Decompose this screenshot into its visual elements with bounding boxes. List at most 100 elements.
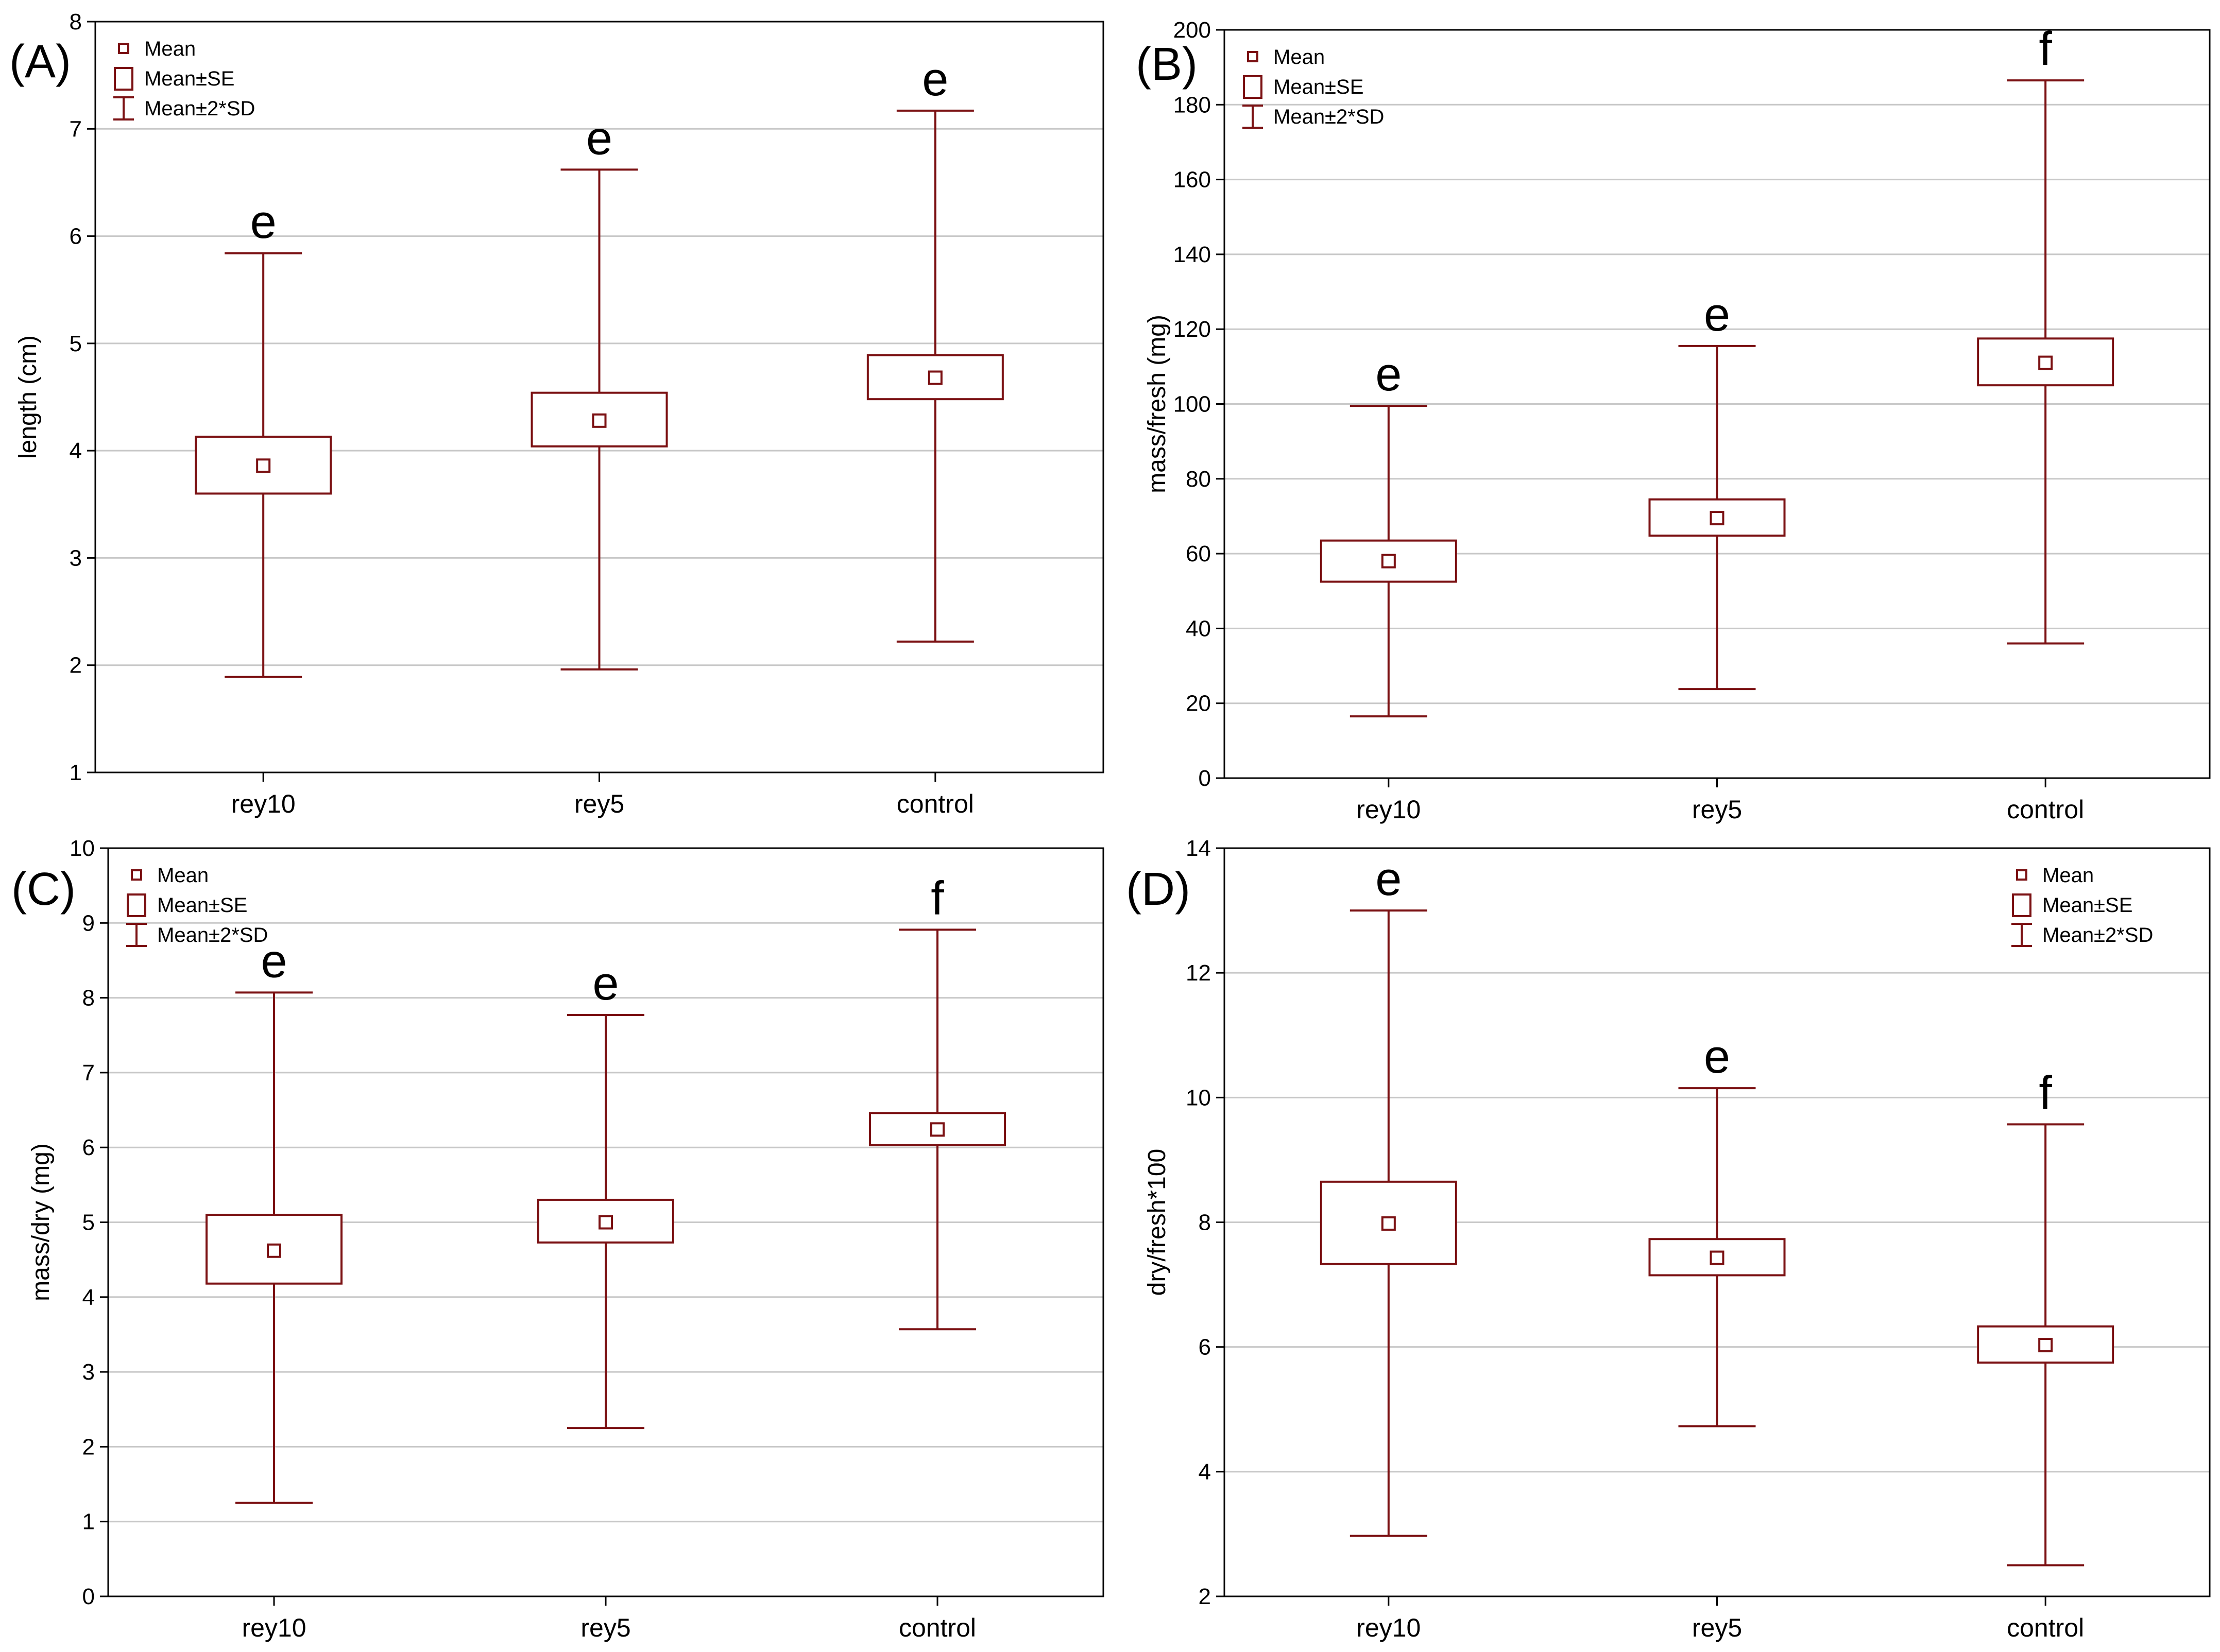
- y-tick-label: 2: [1199, 1584, 1211, 1609]
- x-tick-label: rey5: [574, 789, 624, 818]
- legend-entry: Mean: [2042, 864, 2094, 887]
- x-tick-label: rey10: [1356, 795, 1421, 824]
- significance-letter: f: [931, 872, 944, 924]
- legend-se-symbol: [1243, 75, 1262, 99]
- y-tick-label: 10: [1186, 1085, 1211, 1110]
- legend-entry: Mean: [157, 864, 209, 887]
- y-tick-label: 4: [1199, 1459, 1211, 1485]
- y-tick-label: 7: [70, 116, 82, 142]
- mean-marker: [2038, 355, 2053, 370]
- mean-marker: [1710, 511, 1724, 526]
- significance-letter: e: [586, 112, 612, 164]
- significance-letter: e: [592, 957, 619, 1010]
- legend: Mean Mean±SE Mean±2*SD: [126, 864, 268, 947]
- y-tick-label: 0: [82, 1584, 95, 1609]
- series-rey5: e: [531, 112, 668, 671]
- legend-entry: Mean±2*SD: [144, 97, 255, 120]
- series-rey5: e: [1648, 1030, 1786, 1427]
- x-tick-label: rey5: [1692, 1613, 1742, 1642]
- legend-se-symbol: [2012, 893, 2031, 917]
- y-tick-label: 8: [1199, 1210, 1211, 1235]
- mean-marker: [1381, 554, 1396, 569]
- y-tick-label: 1: [82, 1509, 95, 1535]
- y-tick-label: 4: [70, 438, 82, 463]
- mean-marker: [930, 1122, 945, 1137]
- y-tick-label: 3: [70, 545, 82, 571]
- y-tick-label: 80: [1186, 467, 1211, 492]
- y-tick-label: 10: [70, 836, 95, 861]
- mean-marker: [1710, 1250, 1724, 1265]
- x-tick-label: rey10: [242, 1613, 306, 1642]
- series-rey5: e: [537, 957, 674, 1430]
- series-rey5: e: [1648, 288, 1786, 691]
- legend-entry: Mean±SE: [144, 67, 234, 90]
- significance-letter: e: [1375, 853, 1402, 905]
- y-tick-label: 7: [82, 1060, 95, 1086]
- mean-marker: [592, 413, 607, 428]
- y-tick-label: 2: [70, 653, 82, 678]
- panel-d: 2 4 6 8 10 12 14 dry/fresh*100 (D) rey10 rey5 contr…: [1126, 836, 2211, 1642]
- significance-letter: f: [2039, 23, 2052, 75]
- legend-se-symbol: [127, 893, 146, 917]
- y-tick-label: 200: [1173, 18, 1211, 43]
- y-tick-label: 180: [1173, 92, 1211, 117]
- significance-letter: e: [261, 935, 287, 987]
- x-tick-label: control: [2007, 795, 2084, 824]
- panel-a: 1 2 3 4 5 6 7 8 length (cm) (A) rey10 rey5 control e e…: [9, 9, 1104, 818]
- y-tick-label: 6: [1199, 1335, 1211, 1360]
- mean-marker: [928, 370, 943, 385]
- significance-letter: e: [1704, 1030, 1730, 1083]
- y-axis-title: dry/fresh*100: [1143, 1149, 1171, 1296]
- x-tick-label: control: [899, 1613, 976, 1642]
- series-control: f: [869, 872, 1006, 1331]
- y-tick-label: 20: [1186, 691, 1211, 716]
- y-tick-label: 1: [70, 760, 82, 785]
- legend-entry: Mean±2*SD: [157, 924, 268, 947]
- legend-entry: Mean±SE: [157, 894, 247, 917]
- panel-b: 0 20 40 60 80 100 120 140 160 180 200 mass/fresh (m…: [1136, 18, 2211, 824]
- significance-letter: e: [1704, 288, 1730, 341]
- legend-se-symbol: [114, 67, 133, 91]
- x-tick-label: rey10: [1356, 1613, 1421, 1642]
- y-axis-title: mass/dry (mg): [27, 1143, 55, 1301]
- legend-mean-symbol: [2016, 869, 2027, 881]
- y-tick-label: 160: [1173, 167, 1211, 193]
- y-tick-label: 40: [1186, 616, 1211, 641]
- legend: Mean Mean±SE Mean±2*SD: [113, 38, 255, 121]
- mean-marker: [599, 1215, 613, 1230]
- significance-letter: e: [1375, 348, 1402, 401]
- y-tick-label: 0: [1199, 766, 1211, 791]
- mean-marker: [267, 1243, 281, 1258]
- mean-marker: [256, 458, 271, 473]
- legend-entry: Mean±2*SD: [1273, 106, 1384, 128]
- mean-marker: [2038, 1338, 2053, 1353]
- significance-letter: e: [922, 53, 948, 106]
- y-axis-title: length (cm): [14, 335, 42, 459]
- series-rey10: e: [1320, 348, 1457, 718]
- panel-label: (C): [11, 864, 76, 915]
- series-rey10: e: [195, 196, 332, 678]
- y-tick-label: 12: [1186, 960, 1211, 986]
- legend-entry: Mean: [144, 38, 196, 60]
- x-tick-label: control: [2007, 1613, 2084, 1642]
- series-control: e: [866, 53, 1004, 643]
- legend-entry: Mean±SE: [1273, 76, 1363, 98]
- legend-mean-symbol: [1247, 51, 1258, 62]
- x-tick-label: control: [897, 789, 974, 818]
- panel-c: 0 1 2 3 4 5 6 7 8 9 10 mass/dry (mg) (C) rey10 rey5 con…: [11, 836, 1104, 1642]
- y-tick-label: 5: [70, 331, 82, 356]
- significance-letter: e: [250, 196, 277, 248]
- y-tick-label: 8: [70, 9, 82, 35]
- series-rey10: e: [206, 935, 343, 1504]
- y-tick-label: 140: [1173, 242, 1211, 267]
- x-tick-label: rey5: [580, 1613, 630, 1642]
- legend: Mean Mean±SE Mean±2*SD: [2011, 864, 2153, 947]
- y-tick-label: 5: [82, 1210, 95, 1235]
- x-tick-label: rey5: [1692, 795, 1742, 824]
- y-tick-label: 14: [1186, 836, 1211, 861]
- panel-label: (B): [1136, 39, 1198, 90]
- y-tick-label: 100: [1173, 392, 1211, 417]
- y-tick-label: 2: [82, 1434, 95, 1459]
- legend-mean-symbol: [131, 869, 142, 881]
